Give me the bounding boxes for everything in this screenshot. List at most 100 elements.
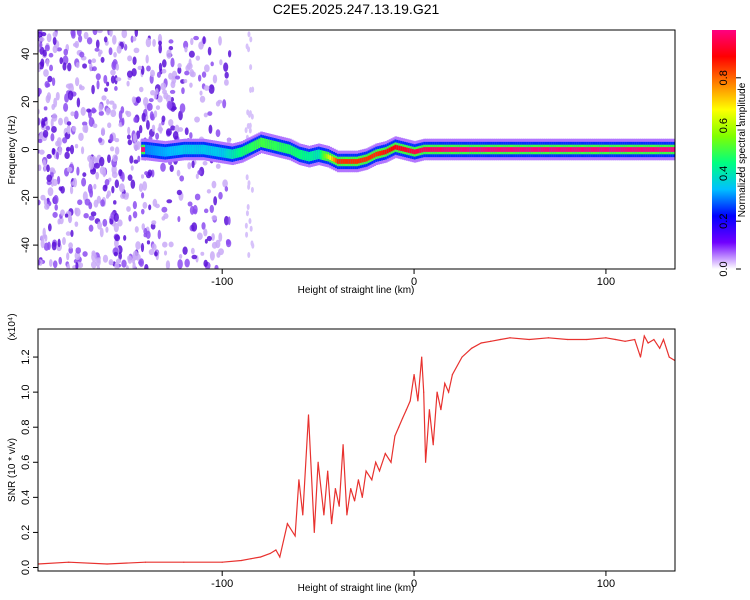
spectrogram-noise-blob [46,33,52,43]
spectrogram-signal-cell [371,153,375,159]
spectrogram-noise-blob [248,111,252,118]
spectrogram-noise-blob [82,172,87,177]
spectrogram-signal-cell [444,147,448,152]
spectrogram-noise-blob [203,228,208,237]
spectrogram-noise-blob [95,171,100,180]
spectrogram-noise-blob [49,167,55,173]
spectrogram-noise-blob [145,120,150,130]
spectrogram-noise-blob [133,141,140,151]
spectrogram-signal-cell [672,147,675,152]
spectrogram-noise-blob [47,187,54,197]
spectrogram-signal-cell [469,147,473,152]
spectrogram-noise-blob [166,199,173,204]
spectrogram-noise-blob [83,212,89,219]
spectrogram-signal-cell [421,147,425,153]
spectrogram-noise-blob [56,47,63,52]
snr-data-point [346,514,348,516]
spectrogram-noise-blob [63,48,69,56]
spectrogram-noise-blob [53,194,59,205]
spectrogram-noise-blob [249,36,253,43]
spectrogram-noise-blob [187,162,192,170]
spectrogram-signal-cell [407,148,411,153]
spectrogram-noise-blob [142,201,148,209]
spectrogram-signal-cell [423,147,426,152]
spectrogram-signal-cell [630,147,634,152]
spectrogram-noise-blob [176,169,181,177]
snr-data-point [480,342,482,344]
spectrogram-signal-cell [413,149,417,155]
snr-data-point [639,356,642,358]
spectrogram-noise-blob [204,64,210,73]
spectrogram-noise-blob [82,191,88,202]
spectrogram-noise-blob [88,215,95,221]
spectrogram-signal-cell [315,152,319,158]
spectrogram-signal-cell [212,148,215,154]
spectrogram-signal-cell [373,152,377,158]
spectrogram-signal-cell [526,147,530,152]
snr-x-ticks: -100 0 100 [211,571,615,590]
spectrogram-noise-blob [133,47,140,54]
spectrogram-noise-blob [62,55,69,65]
spectrogram-noise-blob [193,35,199,41]
spectrogram-signal-cell [588,147,591,152]
spectrogram-signal-cell [386,148,390,154]
spectrogram-noise-blob [184,70,190,76]
spectrogram-signal-cell [488,147,492,152]
spectrogram-signal-cell [258,140,261,146]
spectrogram-signal-cell [204,147,208,153]
spectrogram-signal-cell [605,147,609,152]
spectrogram-noise-blob [45,125,51,131]
spectrogram-x-tick-label: -100 [211,276,233,288]
spectrogram-noise-blob [46,174,53,183]
spectrogram-noise-blob [39,131,44,140]
spectrogram-noise-blob [47,241,51,251]
spectrogram-signal-cell [528,147,532,152]
spectrogram-noise-blob [156,71,161,78]
spectrogram-signal-cell [311,153,315,159]
spectrogram-signal-cell [214,149,217,154]
spectrogram-signal-cell [350,159,354,164]
spectrogram-signal-cell [369,154,373,160]
spectrogram-signal-cell [478,147,482,152]
spectrogram-noise-blob [214,264,219,269]
spectrogram-noise-blob [126,111,132,118]
spectrogram-signal-cell [237,150,240,156]
spectrogram-noise-blob [211,233,215,241]
spectrogram-signal-cell [404,147,407,152]
spectrogram-signal-cell [175,148,179,153]
spectrogram-noise-blob [80,146,85,155]
spectrogram-signal-cell [446,147,449,152]
spectrogram-signal-cell [308,154,311,160]
spectrogram-noise-blob [38,87,42,95]
spectrogram-signal-cell [306,153,309,159]
snr-data-point [509,337,511,339]
spectrogram-signal-cell [440,147,444,152]
spectrogram-noise-blob [246,122,250,129]
spectrogram-noise-blob [40,194,46,201]
spectrogram-signal-cell [615,147,618,152]
spectrogram-noise-blob [141,223,145,231]
spectrogram-noise-blob [109,133,114,143]
spectrogram-signal-cell [381,150,384,156]
spectrogram-signal-cell [599,147,603,152]
spectrogram-signal-cell [348,159,352,164]
spectrogram-noise-blob [168,45,174,51]
spectrogram-noise-blob [249,225,253,232]
spectrogram-noise-blob [146,65,151,72]
spectrogram-noise-blob [90,211,97,217]
snr-data-point [428,409,431,411]
spectrogram-noise-blob [113,200,117,205]
spectrogram-noise-blob [215,163,221,169]
spectrogram-noise-blob [165,94,172,103]
spectrogram-signal-cell [657,147,661,152]
spectrogram-signal-trace [141,131,675,173]
spectrogram-noise-blob [244,127,248,134]
spectrogram-noise-blob [147,169,153,177]
spectrogram-signal-cell [419,148,423,153]
spectrogram-noise-blob [125,265,129,269]
spectrogram-signal-cell [219,149,223,155]
spectrogram-noise-blob [52,178,58,187]
spectrogram-signal-cell [173,148,177,154]
snr-data-point [279,556,281,558]
spectrogram-noise-blob [138,125,143,134]
